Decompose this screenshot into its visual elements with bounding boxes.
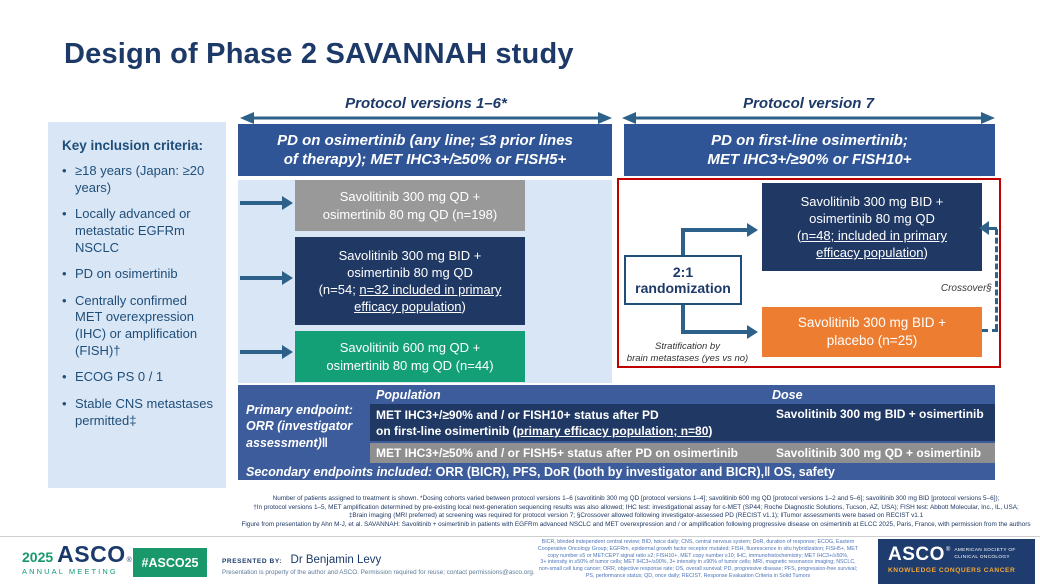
crossover-label: Crossover§ <box>940 283 992 294</box>
arm-box-600qd: Savolitinib 600 mg QD + osimertinib 80 m… <box>295 331 525 382</box>
table-row: MET IHC3+/≥90% and / or FISH10+ status a… <box>370 404 995 441</box>
asco-annual-meeting-logo: 2025 ASCO ® ANNUAL MEETING <box>22 541 132 577</box>
inclusion-list: ≥18 years (Japan: ≥20 years) Locally adv… <box>62 163 216 429</box>
crossover-dashed-line <box>995 229 998 330</box>
arrow-icon <box>681 330 747 334</box>
arm-box-savo-placebo: Savolitinib 300 mg BID + placebo (n=25) <box>762 307 982 357</box>
stratification-note: Stratification by brain metastases (yes … <box>626 341 749 364</box>
presenter-name: Dr Benjamin Levy <box>290 554 382 566</box>
connector-line <box>681 228 685 257</box>
list-item: PD on osimertinib <box>62 266 216 283</box>
permission-note: Presentation is property of the author a… <box>222 569 535 576</box>
footnotes: Number of patients assigned to treatment… <box>240 495 1032 530</box>
arm-box-savo-osi: Savolitinib 300 mg BID + osimertinib 80 … <box>762 183 982 271</box>
inclusion-heading: Key inclusion criteria: <box>62 138 204 153</box>
arm-box-300bid: Savolitinib 300 mg BID + osimertinib 80 … <box>295 237 525 325</box>
hashtag-badge: #ASCO25 <box>133 548 207 577</box>
protocol-1-6-label: Protocol versions 1–6* <box>345 95 507 112</box>
table-row: MET IHC3+/≥50% and / or FISH5+ status af… <box>370 443 995 463</box>
inclusion-criteria-panel: Key inclusion criteria: ≥18 years (Japan… <box>48 122 226 488</box>
crossover-dashed-line <box>988 227 997 230</box>
page-title: Design of Phase 2 SAVANNAH study <box>64 38 574 70</box>
arrow-icon <box>240 201 282 205</box>
presented-by: PRESENTED BY: Dr Benjamin Levy <box>222 554 382 566</box>
footnote-line: ‡Brain imaging (MRI preferred) at screen… <box>348 512 924 520</box>
primary-endpoint-label: Primary endpoint: ORR (investigator asse… <box>246 403 353 450</box>
footer: 2025 ASCO ® ANNUAL MEETING #ASCO25 PRESE… <box>0 536 1040 585</box>
list-item: Centrally confirmed MET overexpression (… <box>62 293 216 360</box>
list-item: Locally advanced or metastatic EGFRm NSC… <box>62 206 216 256</box>
endpoints-table: Primary endpoint: ORR (investigator asse… <box>238 385 995 480</box>
column-header-dose: Dose <box>772 388 803 402</box>
footnote-line: Figure from presentation by Ahn M-J, et … <box>241 521 1031 529</box>
arrow-icon <box>681 228 747 232</box>
protocol-1-6-header: PD on osimertinib (any line; ≤3 prior li… <box>238 124 612 176</box>
arm-box-300qd: Savolitinib 300 mg QD + osimertinib 80 m… <box>295 180 525 231</box>
arrow-icon <box>240 276 282 280</box>
abbreviations: BICR, blinded independent central review… <box>537 539 859 579</box>
crossover-arrowhead-icon <box>979 221 989 235</box>
footnote-line: †In protocol versions 1–5, MET amplifica… <box>253 503 1019 511</box>
protocol-7-header: PD on first-line osimertinib; MET IHC3+/… <box>624 124 995 176</box>
list-item: ≥18 years (Japan: ≥20 years) <box>62 163 216 196</box>
crossover-dashed-line <box>982 329 998 332</box>
double-arrow-icon <box>240 112 612 124</box>
list-item: ECOG PS 0 / 1 <box>62 369 216 386</box>
connector-line <box>681 303 685 334</box>
list-item: Stable CNS metastases permitted‡ <box>62 396 216 429</box>
randomization-box: 2:1 randomization <box>624 255 742 305</box>
column-header-population: Population <box>376 388 441 402</box>
asco-logo: ASCO ® AMERICAN SOCIETY OF CLINICAL ONCO… <box>878 539 1035 584</box>
footnote-line: Number of patients assigned to treatment… <box>272 495 1000 502</box>
protocol-7-label: Protocol version 7 <box>743 95 874 112</box>
secondary-endpoints: Secondary endpoints included: ORR (BICR)… <box>246 465 835 479</box>
double-arrow-icon <box>622 112 995 124</box>
randomized-part-outline <box>617 178 1001 368</box>
arrow-icon <box>240 350 282 354</box>
